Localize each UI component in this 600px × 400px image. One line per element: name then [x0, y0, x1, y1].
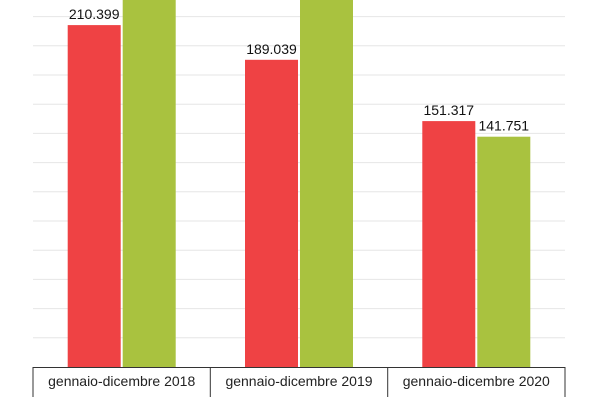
data-label-series-red-1: 189.039: [246, 41, 297, 57]
data-label-series-red-2: 151.317: [423, 102, 474, 118]
grid-lines: [33, 16, 565, 339]
bar-series-green-0: [122, 0, 176, 367]
x-tick-label-2: gennaio-dicembre 2020: [403, 373, 550, 389]
bar-series-red-0: [67, 25, 121, 367]
bar-series-green-2: [477, 136, 531, 367]
bars: [67, 0, 531, 368]
data-label-series-green-2: 141.751: [478, 118, 529, 134]
x-tick-label-1: gennaio-dicembre 2019: [225, 373, 372, 389]
bar-series-green-1: [300, 0, 353, 367]
x-axis: gennaio-dicembre 2018 gennaio-dicembre 20…: [32, 367, 566, 397]
bar-series-red-2: [422, 121, 476, 367]
x-tick-label-0: gennaio-dicembre 2018: [48, 373, 195, 389]
data-label-series-red-0: 210.399: [69, 6, 120, 22]
bar-series-red-1: [245, 59, 298, 368]
